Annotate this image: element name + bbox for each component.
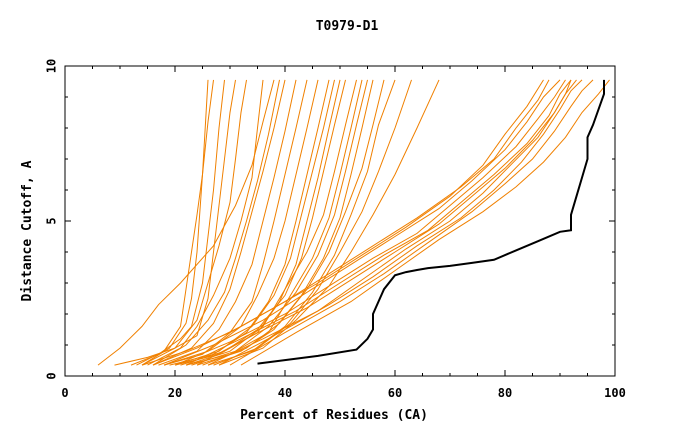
model-line-m06 [141,79,247,366]
model-line-m25 [141,79,544,366]
model-line-m34 [240,79,610,366]
model-line-m17 [185,79,357,366]
model-line-m26 [152,79,550,366]
model-line-m28 [174,79,566,366]
model-line-m27 [163,79,561,366]
y-tick-label: 10 [45,59,59,73]
highlight-line-group [257,79,605,365]
model-line-m21 [202,79,385,366]
y-axis-label: Distance Cutoff, A [20,160,35,301]
y-tick-label: 0 [45,372,59,379]
model-line-m15 [174,79,341,366]
x-tick-label: 100 [604,386,626,400]
model-line-m24 [218,79,440,366]
model-line-m18 [185,79,363,366]
x-tick-label: 20 [168,386,182,400]
x-tick-label: 80 [498,386,512,400]
x-tick-label: 60 [388,386,402,400]
model-line-m33 [229,79,594,366]
model-line-m12 [163,79,319,366]
highlight-line [257,79,605,365]
model-line-m01 [97,79,275,366]
plot-frame [64,65,616,377]
model-line-m23 [213,79,412,366]
y-tick-label: 5 [45,217,59,224]
chart-title: T0979-D1 [316,19,379,34]
model-line-m11 [163,79,308,366]
model-line-m32 [218,79,583,366]
model-line-m19 [191,79,368,366]
x-tick-label: 40 [278,386,292,400]
model-line-m29 [185,79,572,366]
model-line-m04 [136,79,214,366]
model-line-m22 [207,79,396,366]
x-axis-label: Percent of Residues (CA) [240,408,428,423]
model-line-m07 [147,79,264,366]
axis-tick-labels: 0 20 40 60 80 100 0 5 10 [45,59,626,400]
model-line-m05 [141,79,209,366]
x-tick-label: 0 [61,386,68,400]
model-line-m08 [152,79,280,366]
model-line-m02 [114,79,236,366]
model-line-m30 [196,79,572,366]
model-lines [97,79,610,366]
model-line-m14 [174,79,335,366]
axis-ticks [64,65,616,377]
model-line-m09 [152,79,286,366]
